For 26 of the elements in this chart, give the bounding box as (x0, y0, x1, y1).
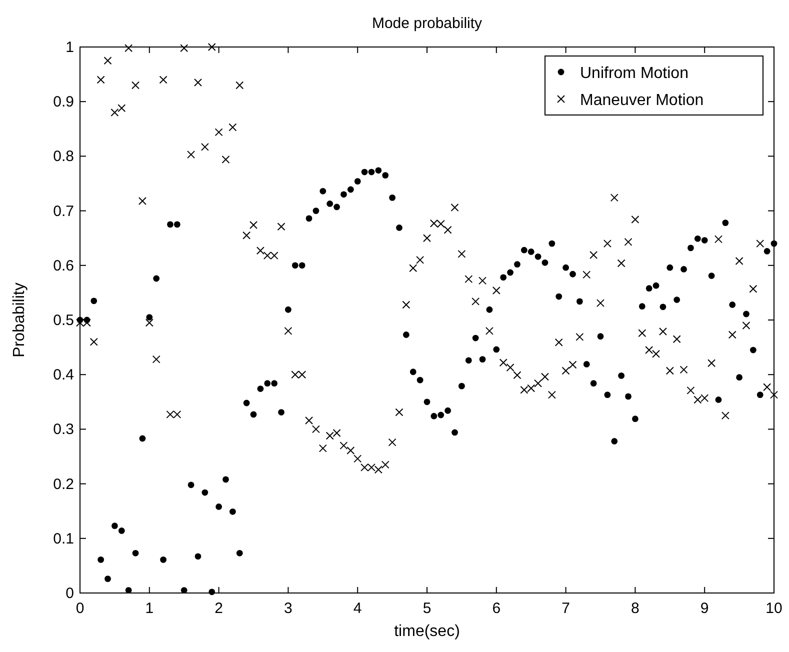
y-tick-label: 0.2 (53, 476, 74, 493)
y-tick-label: 0.8 (53, 148, 74, 166)
y-tick-label: 0.9 (53, 94, 74, 111)
legend-label: Maneuver Motion (580, 92, 704, 109)
x-tick-label: 10 (766, 600, 782, 617)
y-tick-label: 0.4 (53, 366, 74, 384)
x-tick-label: 7 (562, 600, 570, 617)
x-tick-label: 6 (492, 600, 501, 617)
x-tick-label: 4 (353, 600, 362, 617)
y-tick-label: 0.1 (53, 530, 74, 548)
y-axis-title: Probability (11, 282, 28, 358)
y-tick-label: 0 (66, 585, 74, 602)
y-tick-label: 0.7 (53, 202, 74, 220)
y-tick-label: 1 (66, 39, 74, 56)
y-tick-label: 0.6 (53, 257, 74, 274)
y-tick-label: 0.3 (53, 421, 74, 438)
x-tick-label: 3 (284, 600, 292, 617)
legend-label: Unifrom Motion (580, 65, 688, 82)
chart-title: Mode probability (372, 15, 483, 32)
x-tick-label: 2 (214, 600, 223, 617)
x-tick-label: 5 (422, 600, 432, 617)
x-axis-title: time(sec) (394, 623, 460, 640)
y-tick-label: 0.5 (53, 312, 74, 329)
x-tick-label: 9 (700, 600, 709, 617)
x-tick-label: 1 (145, 600, 154, 617)
x-tick-label: 8 (631, 600, 640, 617)
